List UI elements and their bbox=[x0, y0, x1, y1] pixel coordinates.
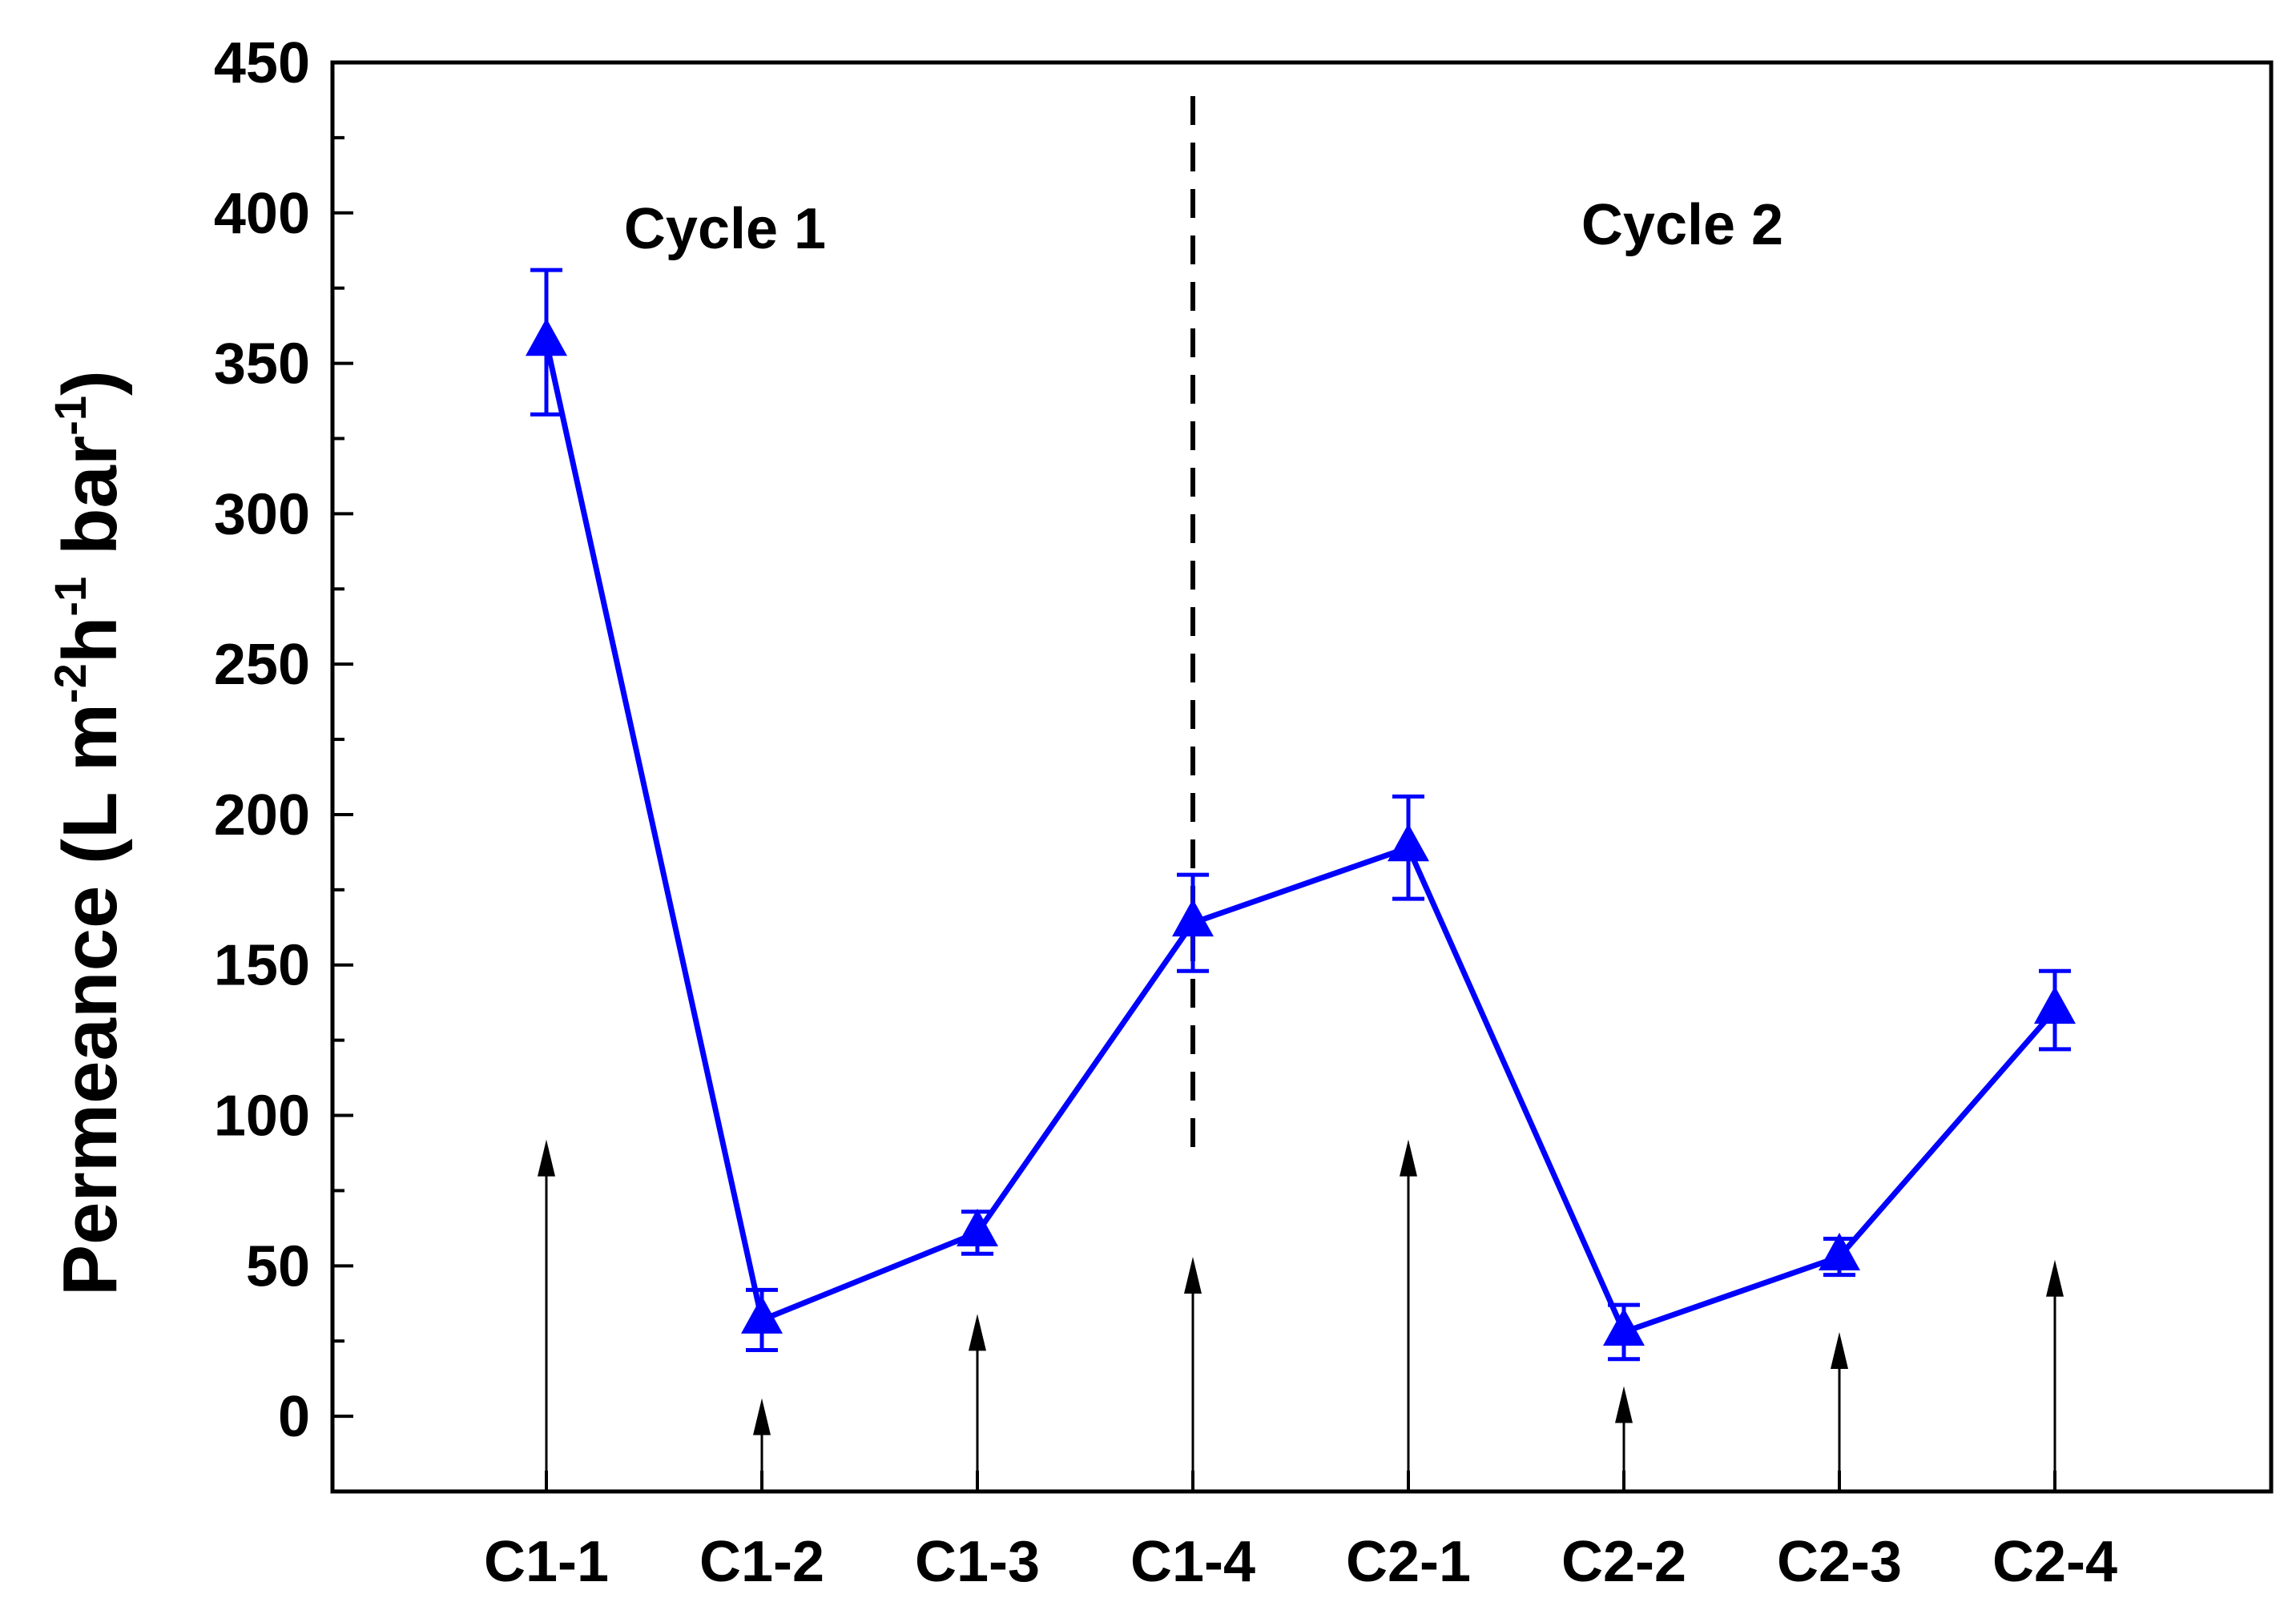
arrow-head bbox=[538, 1139, 555, 1177]
y-axis-label-sup2: -1 bbox=[45, 577, 95, 617]
annotation-cycle-2: Cycle 2 bbox=[1581, 193, 1783, 257]
y-tick-label: 0 bbox=[278, 1385, 310, 1449]
y-tick-label: 200 bbox=[214, 783, 310, 847]
data-point-triangle bbox=[526, 318, 567, 356]
data-point-triangle bbox=[1172, 899, 1214, 937]
y-tick-label: 300 bbox=[214, 482, 310, 546]
y-axis-label-mid: h bbox=[47, 617, 133, 664]
y-axis-label-end: ) bbox=[47, 370, 133, 396]
data-point-triangle bbox=[1819, 1233, 1860, 1271]
data-point-triangle bbox=[1388, 823, 1429, 862]
data-point-triangle bbox=[957, 1209, 998, 1247]
data-point-triangle bbox=[1603, 1307, 1645, 1346]
y-tick-label: 100 bbox=[214, 1085, 310, 1149]
arrow-head bbox=[2046, 1259, 2064, 1297]
y-tick-label: 50 bbox=[246, 1234, 310, 1298]
series-line bbox=[543, 341, 2057, 1336]
y-axis-label-mid2: bar bbox=[47, 436, 133, 577]
arrow-head bbox=[969, 1314, 986, 1351]
y-tick-label: 150 bbox=[214, 934, 310, 998]
x-tick-label: C1-4 bbox=[1130, 1530, 1255, 1594]
plot-frame bbox=[330, 60, 2274, 1494]
y-axis-label-sup3: -1 bbox=[45, 396, 95, 436]
x-tick-label: C2-1 bbox=[1346, 1530, 1471, 1594]
x-tick-label: C1-2 bbox=[699, 1530, 824, 1594]
y-tick-label: 450 bbox=[214, 31, 310, 95]
data-point-triangle bbox=[2034, 986, 2076, 1024]
y-axis-label-base: Permeance (L m bbox=[47, 703, 133, 1296]
annotation-cycle-1: Cycle 1 bbox=[624, 197, 826, 261]
y-tick-label: 400 bbox=[214, 182, 310, 246]
x-tick-label: C2-2 bbox=[1561, 1530, 1686, 1594]
y-axis-label: Permeance (L m-2h-1 bar-1) bbox=[45, 370, 133, 1296]
arrow-head bbox=[1615, 1386, 1633, 1423]
arrow-head bbox=[753, 1398, 771, 1435]
y-axis-label-sup1: -2 bbox=[45, 663, 95, 703]
y-tick-label: 250 bbox=[214, 633, 310, 697]
x-tick-label: C2-4 bbox=[1992, 1530, 2117, 1594]
x-tick-label: C1-3 bbox=[915, 1530, 1040, 1594]
y-tick-label: 350 bbox=[214, 332, 310, 396]
x-tick-label: C1-1 bbox=[484, 1530, 609, 1594]
x-tick-label: C2-3 bbox=[1777, 1530, 1902, 1594]
arrow-head bbox=[1184, 1257, 1202, 1294]
arrow-head bbox=[1400, 1139, 1417, 1177]
arrow-head bbox=[1831, 1331, 1848, 1369]
data-point-triangle bbox=[741, 1295, 783, 1334]
